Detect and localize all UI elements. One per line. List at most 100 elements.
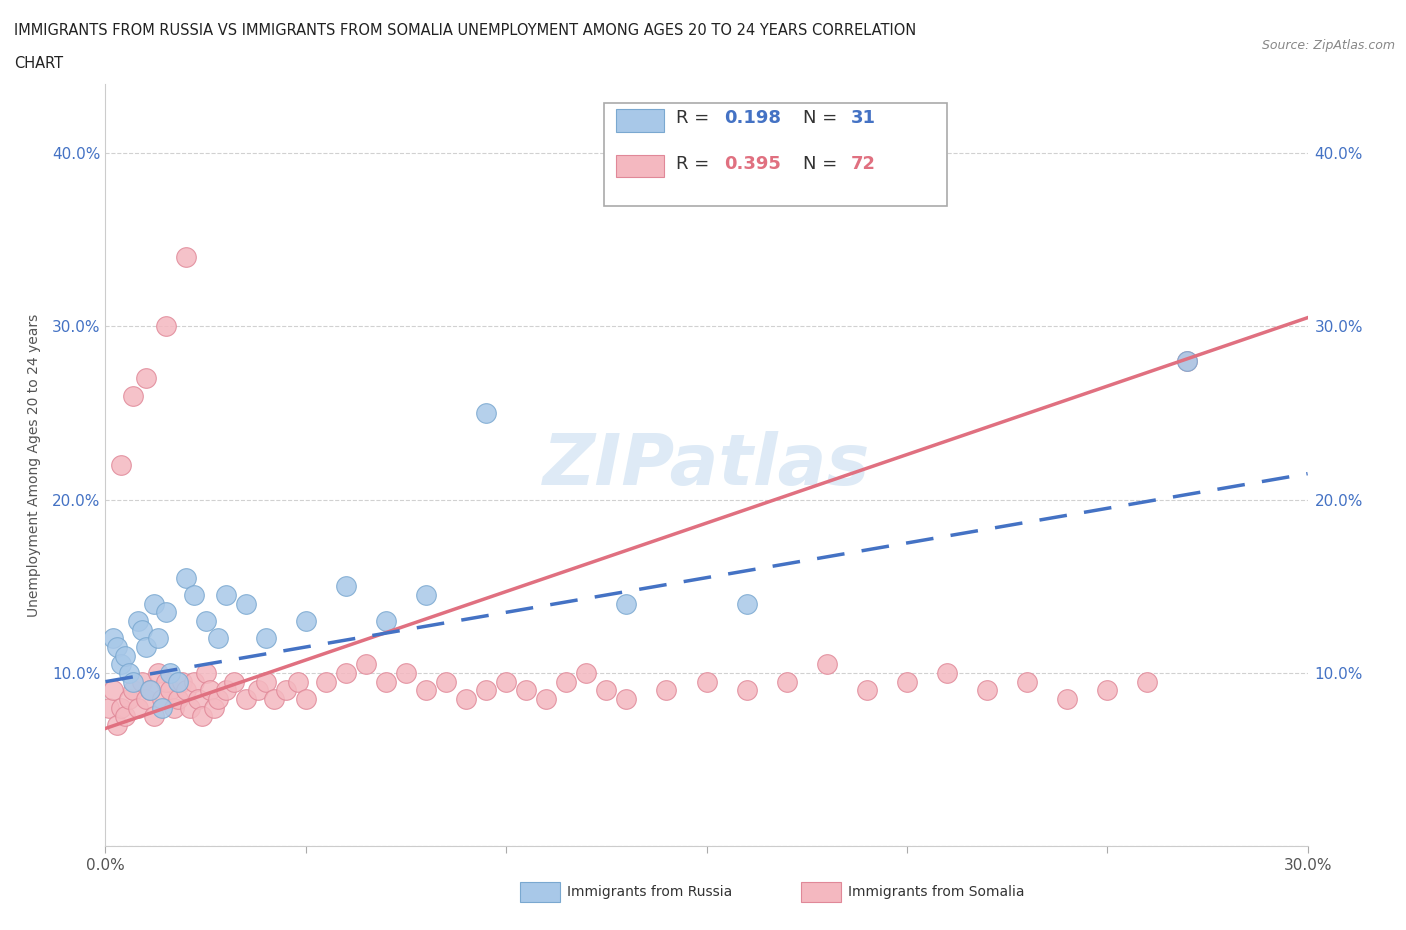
Point	[150, 692, 173, 707]
Point	[696, 674, 718, 689]
Point	[374, 674, 398, 689]
Point	[110, 700, 132, 715]
Point	[135, 640, 157, 655]
Point	[98, 700, 121, 715]
FancyBboxPatch shape	[616, 109, 665, 132]
Point	[263, 692, 285, 707]
Point	[127, 700, 149, 715]
Point	[976, 683, 998, 698]
Text: N =: N =	[803, 154, 837, 173]
Point	[434, 674, 457, 689]
Text: Immigrants from Russia: Immigrants from Russia	[567, 884, 733, 899]
FancyBboxPatch shape	[605, 103, 948, 206]
Point	[135, 371, 157, 386]
Point	[335, 666, 357, 681]
Point	[415, 588, 437, 603]
Point	[174, 570, 197, 585]
Point	[122, 388, 145, 403]
Point	[107, 640, 129, 655]
Point	[395, 666, 418, 681]
Point	[254, 631, 277, 645]
Text: 0.395: 0.395	[724, 154, 782, 173]
Point	[122, 674, 145, 689]
Point	[107, 718, 129, 733]
Point	[114, 648, 136, 663]
Point	[274, 683, 297, 698]
Point	[207, 692, 229, 707]
Point	[202, 700, 225, 715]
Text: CHART: CHART	[14, 56, 63, 71]
Point	[183, 588, 205, 603]
Point	[616, 596, 638, 611]
Point	[575, 666, 598, 681]
Text: R =: R =	[676, 109, 710, 127]
Point	[222, 674, 245, 689]
Point	[110, 458, 132, 472]
Point	[595, 683, 617, 698]
Point	[179, 700, 201, 715]
Point	[146, 631, 169, 645]
Point	[190, 709, 212, 724]
Point	[374, 614, 398, 629]
Point	[159, 683, 181, 698]
Point	[103, 683, 125, 698]
Point	[142, 709, 165, 724]
Point	[118, 692, 141, 707]
Point	[207, 631, 229, 645]
Point	[214, 683, 236, 698]
Point	[1177, 353, 1199, 368]
Point	[515, 683, 537, 698]
Point	[142, 596, 165, 611]
Point	[127, 614, 149, 629]
Point	[162, 700, 184, 715]
Point	[110, 657, 132, 671]
Point	[776, 674, 799, 689]
Point	[1056, 692, 1078, 707]
Point	[475, 683, 498, 698]
Point	[122, 683, 145, 698]
Text: Immigrants from Somalia: Immigrants from Somalia	[848, 884, 1025, 899]
Y-axis label: Unemployment Among Ages 20 to 24 years: Unemployment Among Ages 20 to 24 years	[27, 313, 41, 617]
Point	[534, 692, 557, 707]
Text: 72: 72	[851, 154, 876, 173]
Point	[155, 319, 177, 334]
Point	[187, 692, 209, 707]
Point	[735, 596, 758, 611]
Point	[146, 666, 169, 681]
Point	[174, 683, 197, 698]
Point	[616, 692, 638, 707]
Text: R =: R =	[676, 154, 710, 173]
Point	[454, 692, 477, 707]
Point	[114, 709, 136, 724]
Point	[166, 674, 188, 689]
Point	[135, 692, 157, 707]
Point	[1017, 674, 1039, 689]
Point	[131, 674, 153, 689]
Point	[735, 683, 758, 698]
Point	[295, 692, 318, 707]
Point	[138, 683, 160, 698]
Point	[936, 666, 959, 681]
Point	[1097, 683, 1119, 698]
Point	[150, 700, 173, 715]
Point	[815, 657, 838, 671]
Point	[1177, 353, 1199, 368]
Point	[131, 622, 153, 637]
Point	[170, 674, 193, 689]
Point	[246, 683, 269, 698]
Text: IMMIGRANTS FROM RUSSIA VS IMMIGRANTS FROM SOMALIA UNEMPLOYMENT AMONG AGES 20 TO : IMMIGRANTS FROM RUSSIA VS IMMIGRANTS FRO…	[14, 23, 917, 38]
Point	[896, 674, 918, 689]
Point	[235, 596, 257, 611]
Text: Source: ZipAtlas.com: Source: ZipAtlas.com	[1261, 39, 1395, 52]
Point	[138, 683, 160, 698]
Point	[415, 683, 437, 698]
Point	[194, 614, 217, 629]
Point	[166, 692, 188, 707]
Point	[555, 674, 578, 689]
Point	[1136, 674, 1159, 689]
Point	[475, 405, 498, 420]
Text: N =: N =	[803, 109, 837, 127]
Point	[315, 674, 337, 689]
Point	[198, 683, 221, 698]
Text: ZIPatlas: ZIPatlas	[543, 431, 870, 499]
